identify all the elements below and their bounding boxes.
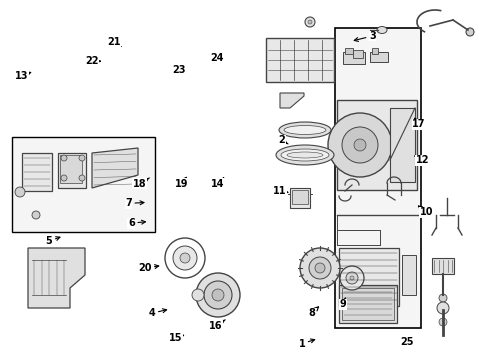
Text: 7: 7 [125,198,144,208]
Ellipse shape [287,152,323,158]
Circle shape [15,187,25,197]
Circle shape [192,289,204,301]
Text: 15: 15 [169,333,184,343]
Bar [402,255,416,295]
Circle shape [79,175,85,181]
Circle shape [437,302,449,314]
Bar [370,52,388,62]
Circle shape [61,175,67,181]
Bar [345,48,353,54]
Bar [290,188,310,208]
Circle shape [196,273,240,317]
Circle shape [212,289,224,301]
Bar [60,155,82,183]
Text: 6: 6 [128,218,146,228]
Polygon shape [280,93,304,108]
Bar [58,153,86,188]
Text: 14: 14 [211,178,225,189]
Text: 23: 23 [172,65,186,75]
Circle shape [308,20,312,24]
Text: 18: 18 [133,178,149,189]
Bar [266,38,334,82]
Bar [292,190,308,204]
Bar [339,285,397,323]
Bar [337,100,417,190]
Bar [335,28,421,328]
Text: 25: 25 [400,337,414,347]
Bar [390,108,415,182]
Text: 1: 1 [298,339,315,349]
Circle shape [354,139,366,151]
Bar [432,258,454,274]
Circle shape [342,127,378,163]
Circle shape [300,248,340,288]
Polygon shape [28,248,85,308]
Text: 13: 13 [15,71,31,81]
Circle shape [466,28,474,36]
Ellipse shape [276,145,334,165]
Circle shape [328,113,392,177]
Circle shape [204,281,232,309]
Text: 5: 5 [46,236,60,246]
Circle shape [346,272,358,284]
Circle shape [173,246,197,270]
Text: 21: 21 [107,37,121,48]
Circle shape [309,257,331,279]
Text: 9: 9 [340,298,346,309]
Bar [339,248,399,306]
Text: 2: 2 [278,135,288,145]
Circle shape [350,276,354,280]
Text: 22: 22 [85,56,100,66]
Text: 24: 24 [210,53,223,63]
Circle shape [79,155,85,161]
Text: 17: 17 [412,118,426,129]
Text: 8: 8 [308,307,318,318]
Text: 19: 19 [174,177,188,189]
Ellipse shape [377,27,387,33]
Circle shape [439,294,447,302]
Text: 16: 16 [209,320,225,331]
Bar [353,50,363,58]
Ellipse shape [281,149,329,161]
Text: 3: 3 [354,31,376,41]
Circle shape [315,263,325,273]
Circle shape [32,211,40,219]
Bar [12,137,155,232]
Circle shape [439,318,447,326]
Text: 4: 4 [148,308,167,318]
Bar [372,48,378,54]
Ellipse shape [279,122,331,138]
Bar [342,288,394,320]
Text: 12: 12 [415,155,429,165]
Circle shape [340,266,364,290]
Polygon shape [92,148,138,188]
Ellipse shape [284,126,326,135]
Bar [22,153,52,191]
Circle shape [180,253,190,263]
Text: 11: 11 [273,186,288,196]
Text: 10: 10 [418,206,433,217]
Circle shape [305,17,315,27]
Circle shape [61,155,67,161]
Bar [343,52,365,64]
Text: 20: 20 [138,263,159,273]
